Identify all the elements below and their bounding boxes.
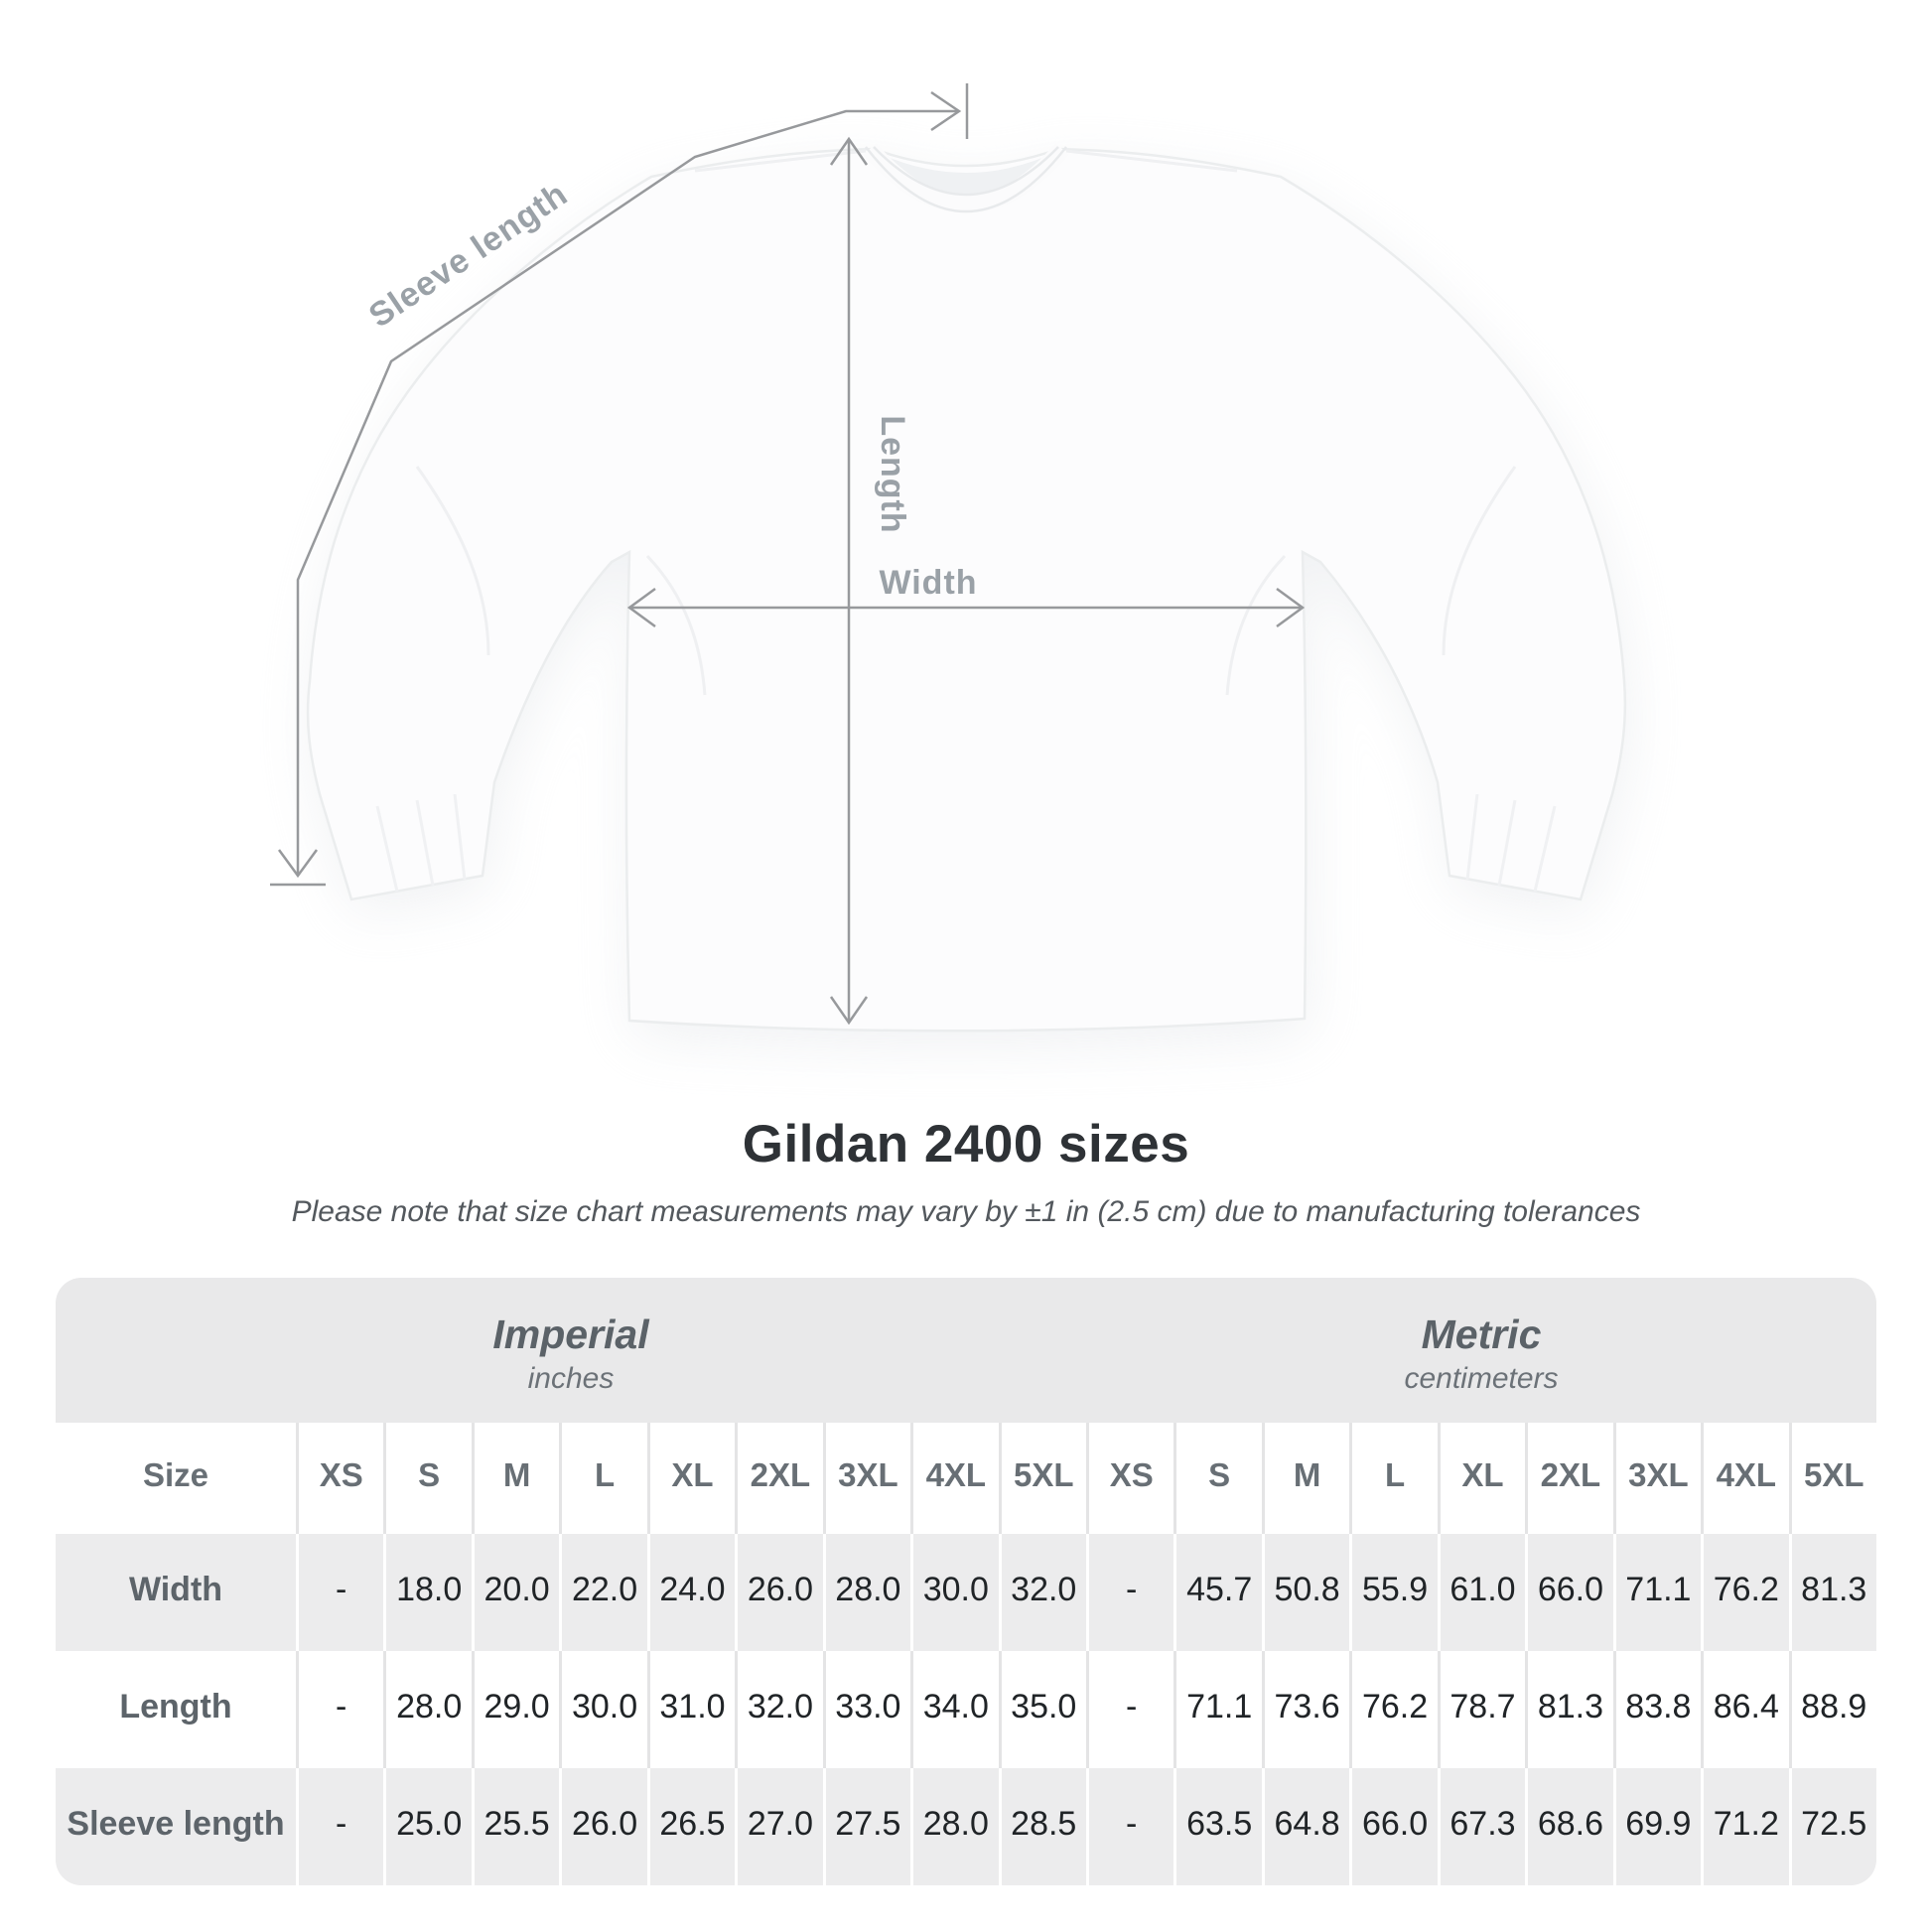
table-cell: 32.0 [735, 1651, 822, 1768]
table-cell: 81.3 [1525, 1651, 1612, 1768]
table-cell: - [1085, 1651, 1173, 1768]
size-col-header: M [1261, 1423, 1349, 1534]
size-col-header: S [1173, 1423, 1261, 1534]
table-cell: 26.5 [646, 1768, 735, 1885]
table-cell: 66.0 [1525, 1534, 1612, 1651]
table-cell: - [1085, 1534, 1173, 1651]
table-cell: 26.0 [735, 1534, 822, 1651]
table-cell: 69.9 [1612, 1768, 1701, 1885]
unit-group-name: Imperial [492, 1311, 649, 1357]
table-cell: 28.0 [822, 1534, 910, 1651]
table-cell: 63.5 [1173, 1768, 1261, 1885]
table-cell: 86.4 [1701, 1651, 1788, 1768]
left-cuff [375, 793, 467, 893]
size-col-header: 5XL [1788, 1423, 1876, 1534]
table-cell: 88.9 [1788, 1651, 1876, 1768]
table-cell: 71.1 [1173, 1651, 1261, 1768]
size-col-header: 2XL [735, 1423, 822, 1534]
table-cell: 68.6 [1525, 1768, 1612, 1885]
table-cell: 28.0 [383, 1651, 471, 1768]
table-cell: 20.0 [471, 1534, 559, 1651]
table-cell: 73.6 [1261, 1651, 1349, 1768]
table-cell: 34.0 [910, 1651, 998, 1768]
unit-group-imperial: Imperial inches [56, 1278, 1086, 1423]
table-cell: 28.0 [910, 1768, 998, 1885]
size-col-header: 4XL [1701, 1423, 1788, 1534]
size-col-header: XS [296, 1423, 383, 1534]
unit-group-unit: inches [527, 1361, 615, 1395]
table-cell: - [296, 1534, 383, 1651]
row-label: Width [128, 1570, 223, 1608]
table-cell: 35.0 [998, 1651, 1086, 1768]
table-row-length: Length - 28.0 29.0 30.0 31.0 32.0 33.0 3… [56, 1651, 1876, 1768]
shirt-illustration [306, 147, 1627, 1033]
size-col-header: 3XL [1612, 1423, 1701, 1534]
shirt-collar [863, 143, 1069, 213]
table-cell: 30.0 [910, 1534, 998, 1651]
size-row-label: Size [142, 1456, 209, 1493]
table-cell: - [296, 1768, 383, 1885]
size-col-header: 3XL [822, 1423, 910, 1534]
size-table: Imperial inches Metric centimeters Size … [56, 1278, 1876, 1885]
width-label: Width [879, 564, 977, 602]
size-col-header: L [1349, 1423, 1437, 1534]
size-col-header: M [471, 1423, 559, 1534]
size-col-header: S [383, 1423, 471, 1534]
tolerance-note: Please note that size chart measurements… [291, 1195, 1641, 1228]
table-cell: 55.9 [1349, 1534, 1437, 1651]
length-measure: Length [829, 136, 911, 1026]
table-row-width: Width - 18.0 20.0 22.0 24.0 26.0 28.0 30… [56, 1534, 1876, 1651]
length-label: Length [874, 415, 911, 533]
table-cell: 28.5 [998, 1768, 1086, 1885]
size-col-header: XL [1437, 1423, 1525, 1534]
table-cell: 81.3 [1788, 1534, 1876, 1651]
table-cell: 31.0 [646, 1651, 735, 1768]
table-cell: 76.2 [1701, 1534, 1788, 1651]
table-row-sleeve-length: Sleeve length - 25.0 25.5 26.0 26.5 27.0… [56, 1768, 1876, 1885]
table-cell: 66.0 [1349, 1768, 1437, 1885]
table-cell: 26.0 [559, 1768, 646, 1885]
size-col-header: XS [1085, 1423, 1173, 1534]
unit-band: Imperial inches Metric centimeters [56, 1278, 1876, 1423]
table-cell: 71.2 [1701, 1768, 1788, 1885]
table-cell: 25.0 [383, 1768, 471, 1885]
table-cell: 33.0 [822, 1651, 910, 1768]
table-cell: 78.7 [1437, 1651, 1525, 1768]
table-cell: 76.2 [1349, 1651, 1437, 1768]
table-cell: 30.0 [559, 1651, 646, 1768]
size-col-header: 2XL [1525, 1423, 1612, 1534]
table-cell: 67.3 [1437, 1768, 1525, 1885]
table-cell: - [296, 1651, 383, 1768]
table-cell: 32.0 [998, 1534, 1086, 1651]
table-cell: 29.0 [471, 1651, 559, 1768]
page-title: Gildan 2400 sizes [742, 1115, 1190, 1173]
size-col-header: 4XL [910, 1423, 998, 1534]
size-header-row: Size XS S M L XL 2XL 3XL 4XL 5XL XS S M … [56, 1423, 1876, 1534]
size-col-header: L [559, 1423, 646, 1534]
width-measure: Width [626, 564, 1306, 628]
table-cell: 27.5 [822, 1768, 910, 1885]
shirt-measurement-diagram: Sleeve length Length Width [270, 83, 1629, 1047]
table-cell: 61.0 [1437, 1534, 1525, 1651]
unit-group-metric: Metric centimeters [1086, 1278, 1876, 1423]
unit-group-name: Metric [1421, 1311, 1542, 1357]
right-cuff [1465, 793, 1557, 893]
table-cell: 45.7 [1173, 1534, 1261, 1651]
size-col-header: XL [646, 1423, 735, 1534]
table-cell: 22.0 [559, 1534, 646, 1651]
table-cell: 64.8 [1261, 1768, 1349, 1885]
unit-group-unit: centimeters [1404, 1361, 1559, 1395]
table-cell: 18.0 [383, 1534, 471, 1651]
table-cell: 24.0 [646, 1534, 735, 1651]
size-col-header: 5XL [998, 1423, 1086, 1534]
table-cell: 27.0 [735, 1768, 822, 1885]
table-cell: 25.5 [471, 1768, 559, 1885]
table-cell: - [1085, 1768, 1173, 1885]
table-cell: 50.8 [1261, 1534, 1349, 1651]
table-cell: 83.8 [1612, 1651, 1701, 1768]
table-cell: 72.5 [1788, 1768, 1876, 1885]
row-label: Sleeve length [67, 1804, 285, 1843]
row-label: Length [119, 1687, 232, 1725]
table-cell: 71.1 [1612, 1534, 1701, 1651]
